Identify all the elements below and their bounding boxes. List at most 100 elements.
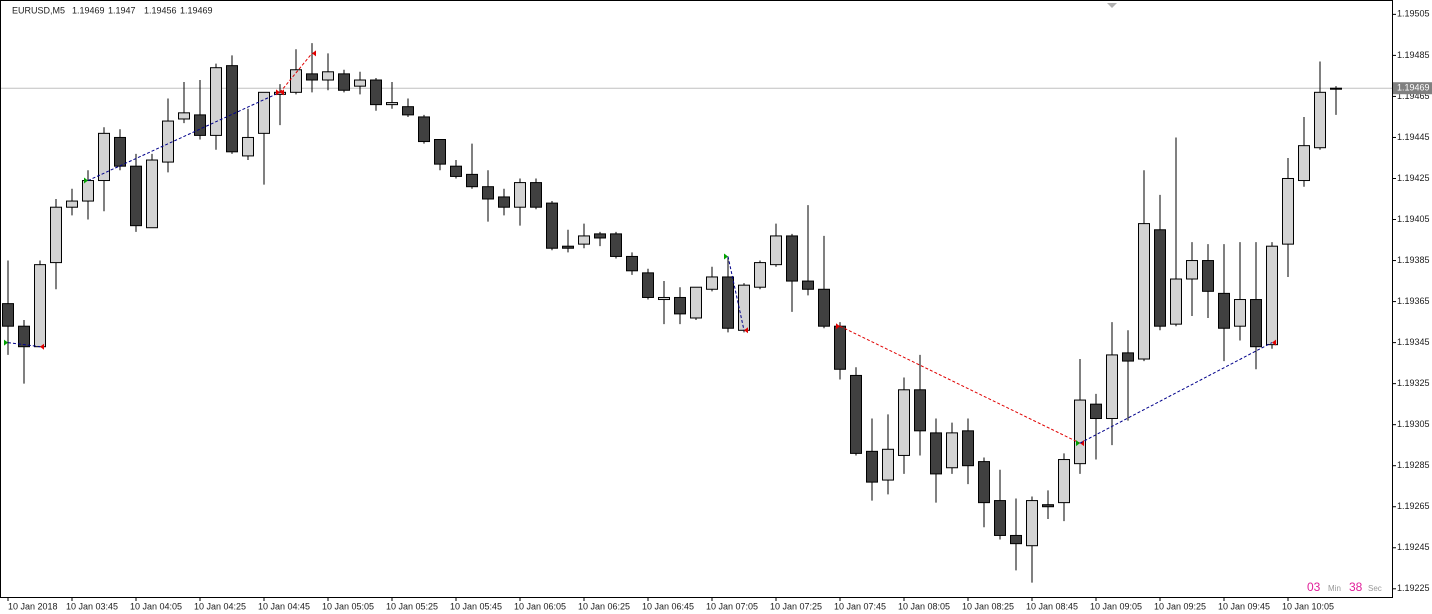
candle-body: [306, 73, 318, 81]
trade-close-marker: [1080, 440, 1084, 447]
candle-body: [978, 461, 990, 504]
header-close: 1.19469: [180, 5, 213, 15]
candle-body: [50, 206, 62, 264]
y-tick-label: 1.19425: [1397, 173, 1430, 183]
trade-close-marker: [744, 327, 748, 334]
x-tick-label: 10 Jan 04:05: [130, 601, 182, 611]
x-tick-label: 10 Jan 06:25: [578, 601, 630, 611]
y-tick-label: 1.19325: [1397, 378, 1430, 388]
candle-body: [738, 284, 750, 331]
candle-body: [2, 303, 14, 327]
trade-close-marker: [1272, 339, 1276, 346]
candle-body: [1010, 534, 1022, 545]
candle-body: [338, 73, 350, 91]
candle-body: [482, 186, 494, 200]
trade-close-marker: [40, 343, 44, 350]
candle-body: [114, 136, 126, 167]
header-high: 1.1947: [108, 5, 136, 15]
candle-body: [210, 67, 222, 136]
candle-body: [770, 235, 782, 266]
x-tick-label: 10 Jan 08:25: [962, 601, 1014, 611]
candle-body: [850, 374, 862, 454]
y-tick-label: 1.19305: [1397, 419, 1430, 429]
candle-body: [450, 165, 462, 177]
x-tick-label: 10 Jan 09:25: [1154, 601, 1206, 611]
trade-line: [87, 91, 281, 181]
x-tick-label: 10 Jan 03:45: [66, 601, 118, 611]
x-tick-label: 10 Jan 2018: [8, 601, 58, 611]
candle-body: [818, 288, 830, 327]
candle-body: [66, 200, 78, 208]
x-tick-label: 10 Jan 05:05: [322, 601, 374, 611]
candle-body: [434, 139, 446, 165]
candle-body: [402, 106, 414, 116]
trade-open-marker: [84, 177, 88, 184]
x-tick-label: 10 Jan 07:45: [834, 601, 886, 611]
candle-body: [322, 71, 334, 81]
candle-body: [1122, 352, 1134, 362]
candle-body: [1330, 87, 1342, 90]
candle-body: [1266, 245, 1278, 346]
trade-open-marker: [724, 253, 728, 260]
y-tick-label: 1.19465: [1397, 91, 1430, 101]
candle-body: [1154, 229, 1166, 327]
trade-open-marker: [836, 323, 840, 330]
timer-seconds-label: Sec: [1368, 584, 1382, 593]
x-tick-label: 10 Jan 07:05: [706, 601, 758, 611]
candle-body: [658, 296, 670, 301]
candle-body: [354, 79, 366, 87]
candle-body: [34, 264, 46, 348]
current-price-box: [1393, 82, 1432, 95]
candle-body: [370, 79, 382, 106]
candle-body: [1138, 223, 1150, 360]
candle-body: [882, 448, 894, 481]
candle-body: [802, 280, 814, 290]
candle-body: [1202, 260, 1214, 292]
candle-body: [610, 233, 622, 257]
candle-body: [162, 120, 174, 163]
trade-line: [839, 325, 1081, 444]
candle-body: [578, 235, 590, 245]
candle-body: [514, 182, 526, 208]
trade-line: [1079, 342, 1273, 444]
current-price-label: 1.19469: [1397, 83, 1430, 93]
header-low: 1.19456: [144, 5, 177, 15]
candle-body: [642, 272, 654, 298]
trade-open-marker: [276, 89, 280, 96]
x-tick-label: 10 Jan 04:25: [194, 601, 246, 611]
candle-body: [146, 159, 158, 229]
candle-body: [130, 165, 142, 227]
candle-body: [1090, 403, 1102, 420]
candle-body: [562, 245, 574, 249]
candle-body: [386, 102, 398, 106]
candle-body: [1218, 292, 1230, 329]
timer-minutes: 03: [1307, 580, 1321, 594]
candle-body: [1298, 145, 1310, 182]
trade-line: [727, 256, 745, 331]
candle-body: [946, 432, 958, 469]
x-tick-label: 10 Jan 05:25: [386, 601, 438, 611]
candle-body: [498, 196, 510, 208]
candle-body: [930, 432, 942, 475]
x-tick-label: 10 Jan 08:45: [1026, 601, 1078, 611]
candle-body: [834, 325, 846, 370]
x-tick-label: 10 Jan 05:45: [450, 601, 502, 611]
y-tick-label: 1.19385: [1397, 255, 1430, 265]
x-tick-label: 10 Jan 10:05: [1282, 601, 1334, 611]
symbol-title: EURUSD,M5: [12, 5, 65, 15]
candle-body: [466, 173, 478, 188]
candle-body: [98, 132, 110, 182]
candle-body: [994, 500, 1006, 536]
candle-body: [706, 276, 718, 290]
trade-close-marker: [312, 50, 316, 57]
candle-body: [674, 296, 686, 315]
candle-body: [1186, 260, 1198, 280]
candle-body: [178, 112, 190, 120]
candle-body: [962, 430, 974, 467]
y-tick-label: 1.19345: [1397, 337, 1430, 347]
candle-body: [226, 65, 238, 153]
trade-open-marker: [1076, 440, 1080, 447]
candle-body: [1314, 91, 1326, 149]
candle-body: [594, 233, 606, 239]
